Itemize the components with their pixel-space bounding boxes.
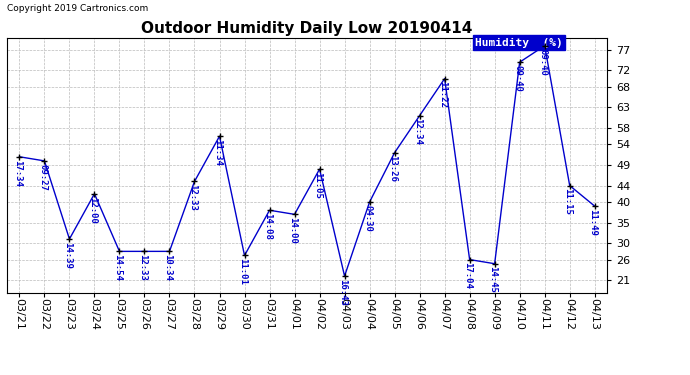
Text: 12:33: 12:33 — [188, 184, 197, 211]
Text: 11:01: 11:01 — [238, 258, 247, 285]
Text: 17:04: 17:04 — [464, 262, 473, 289]
Text: 17:34: 17:34 — [13, 159, 22, 186]
Text: 12:34: 12:34 — [413, 118, 422, 145]
Text: 11:05: 11:05 — [313, 172, 322, 199]
Text: 14:54: 14:54 — [113, 254, 122, 281]
Text: 09:27: 09:27 — [38, 164, 47, 190]
Text: 10:34: 10:34 — [164, 254, 172, 281]
Text: Humidity  (%): Humidity (%) — [475, 38, 563, 48]
Text: 09:40: 09:40 — [538, 48, 547, 75]
Title: Outdoor Humidity Daily Low 20190414: Outdoor Humidity Daily Low 20190414 — [141, 21, 473, 36]
Text: 11:49: 11:49 — [589, 209, 598, 236]
Text: 12:33: 12:33 — [138, 254, 147, 281]
Text: 14:00: 14:00 — [288, 217, 297, 244]
Text: 11:22: 11:22 — [438, 81, 447, 108]
Text: 14:45: 14:45 — [489, 267, 497, 293]
Text: 14:39: 14:39 — [63, 242, 72, 268]
Text: 16:43: 16:43 — [338, 279, 347, 306]
Text: 11:34: 11:34 — [213, 139, 222, 166]
Text: 04:30: 04:30 — [364, 205, 373, 232]
Text: 09:40: 09:40 — [513, 65, 522, 92]
Text: 11:15: 11:15 — [564, 188, 573, 215]
Text: Copyright 2019 Cartronics.com: Copyright 2019 Cartronics.com — [7, 4, 148, 13]
Text: 12:00: 12:00 — [88, 196, 97, 223]
Text: 13:26: 13:26 — [388, 156, 397, 182]
Text: 14:08: 14:08 — [264, 213, 273, 240]
